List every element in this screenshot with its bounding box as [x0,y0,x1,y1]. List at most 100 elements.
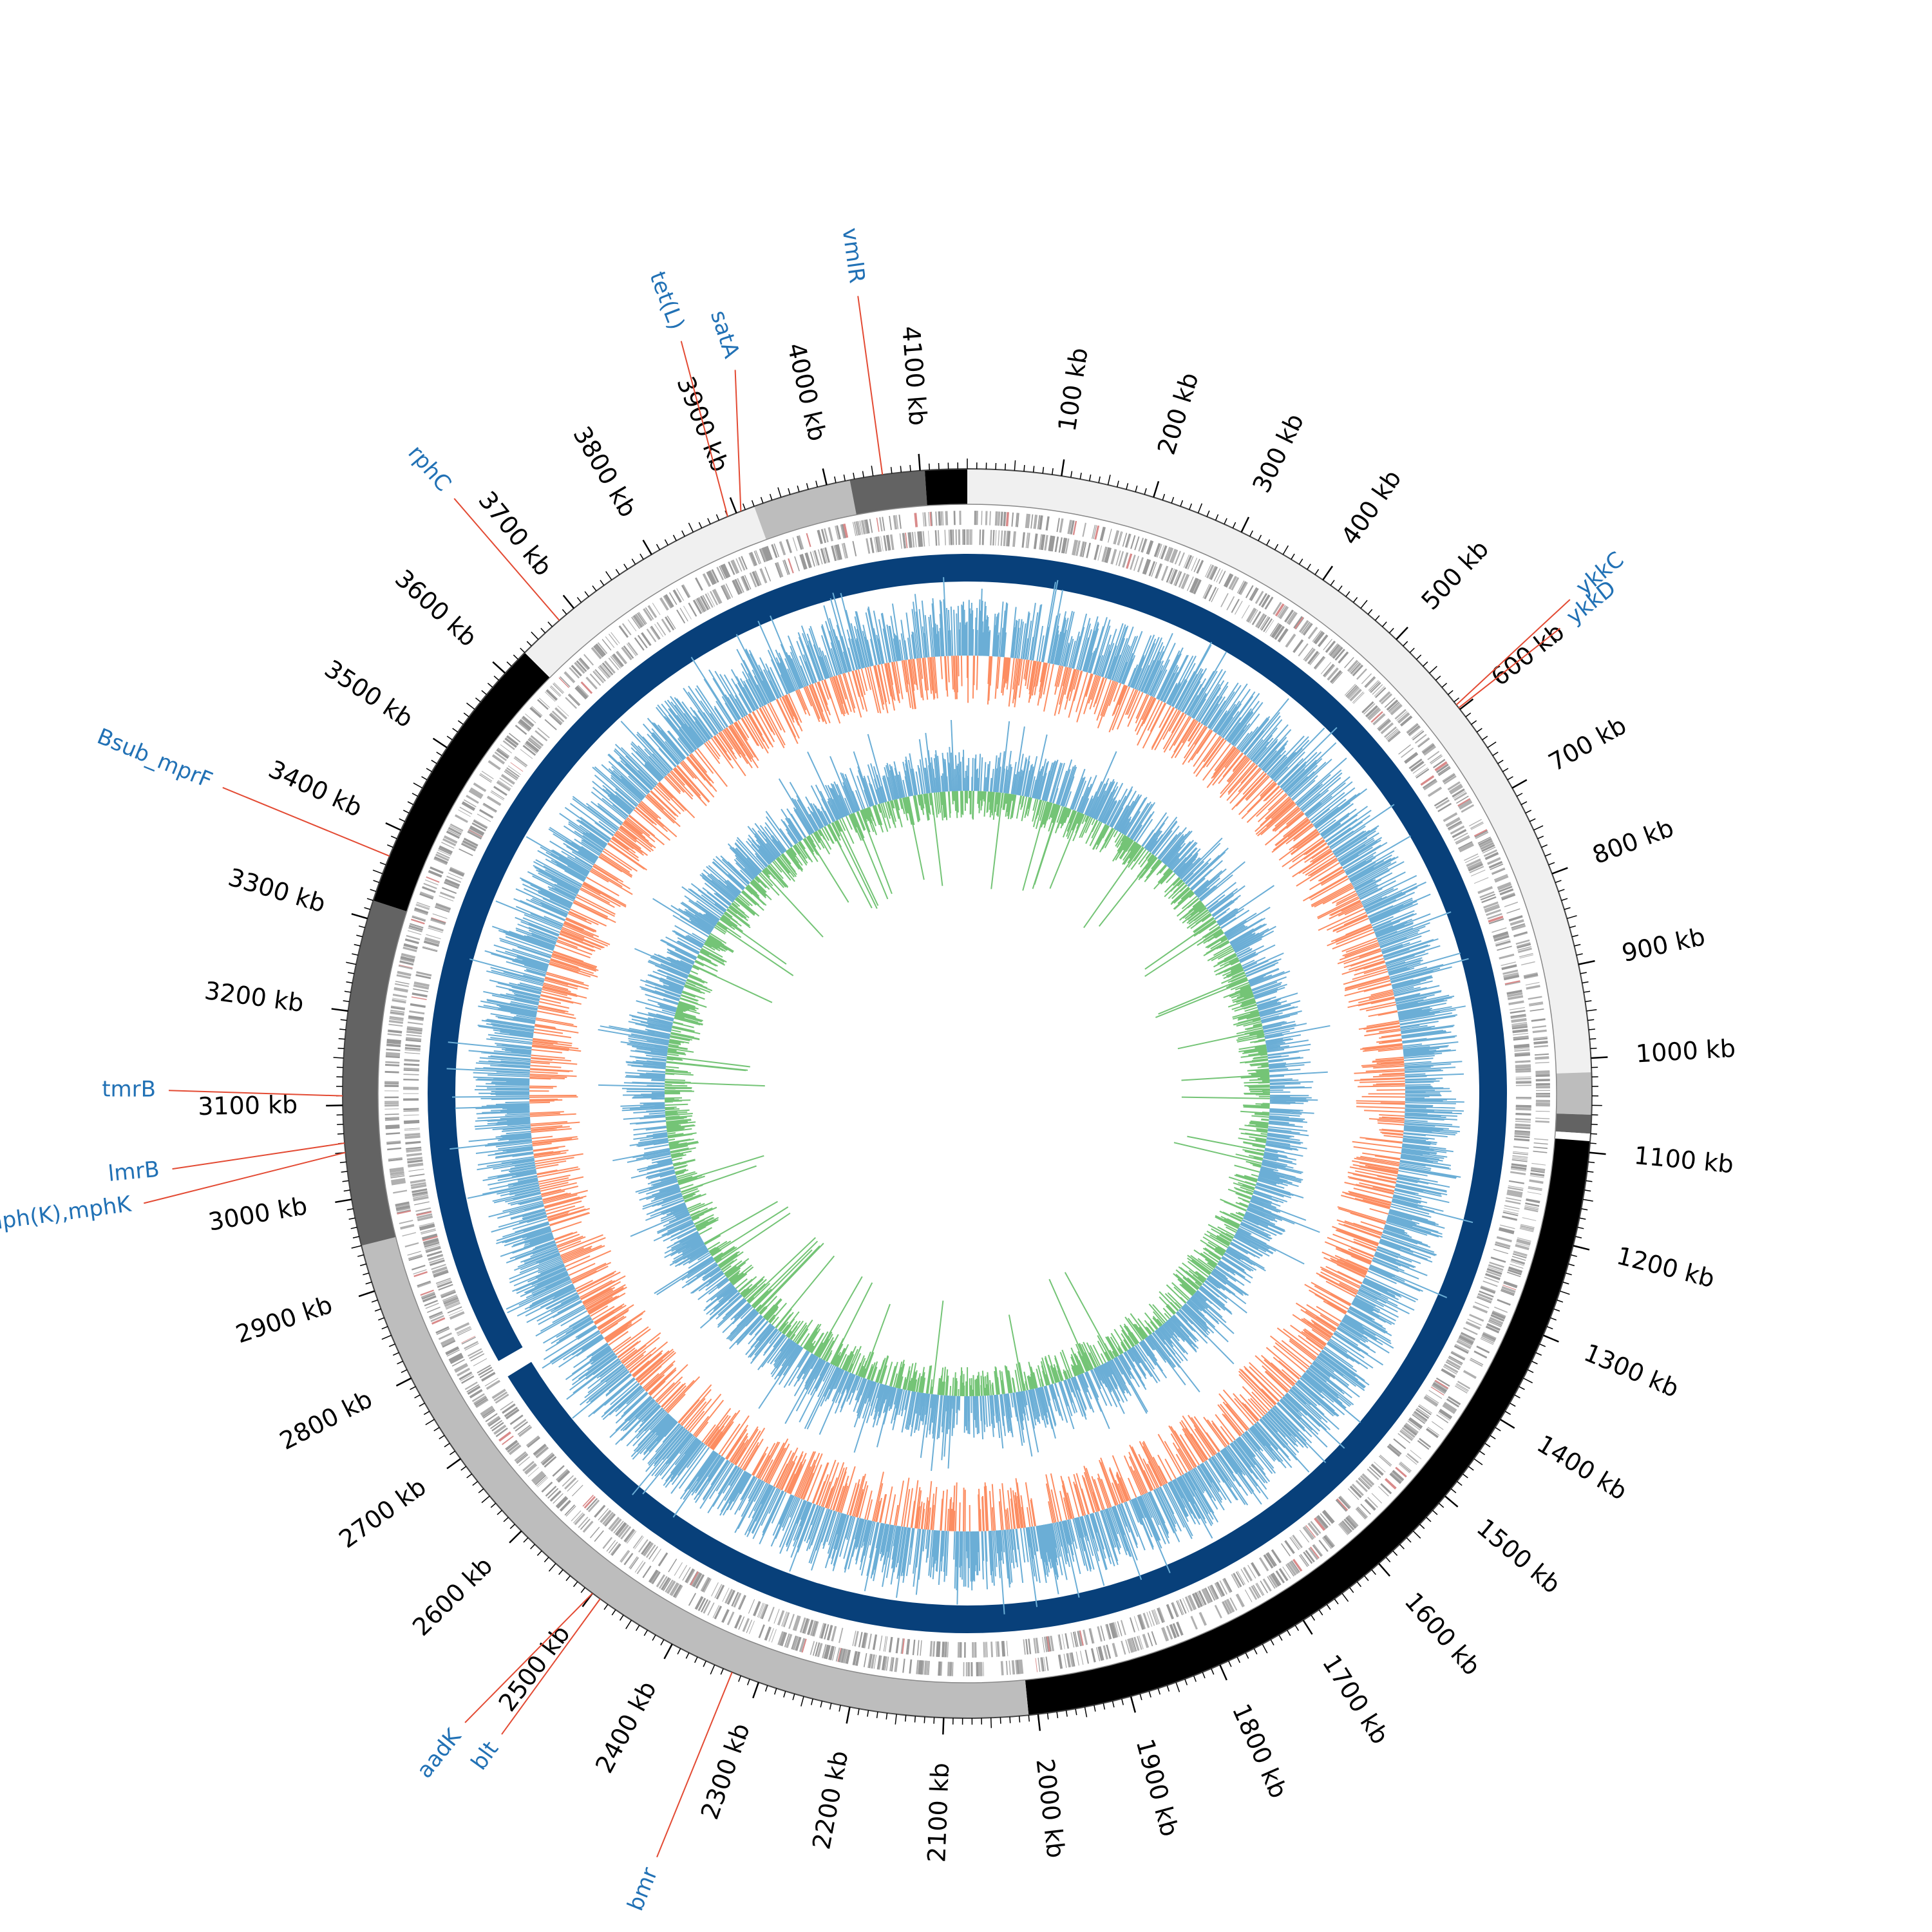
cds-feature [430,1312,444,1320]
cds-feature [416,903,430,909]
cds-feature [480,773,493,782]
cds-feature [1426,1428,1439,1439]
cds-feature [880,536,884,552]
cds-feature [408,1254,422,1260]
cds-feature [1448,822,1463,831]
gene-label-blt: blt [466,1737,504,1775]
cds-feature [1070,520,1075,535]
cds-feature [773,543,780,558]
cds-feature [541,1481,553,1493]
cds-feature [676,609,686,624]
minor-tick [1423,661,1428,667]
cds-feature [1384,697,1396,708]
minor-tick [1381,621,1387,627]
cds-feature [591,647,602,659]
cds-feature [413,1195,428,1199]
cds-feature [1312,1544,1322,1557]
cds-feature [1515,1077,1531,1080]
cds-feature [1475,831,1489,839]
minor-tick [444,1443,450,1448]
minor-tick [909,464,911,472]
cds-feature [773,1609,780,1624]
cds-feature [759,568,768,583]
cds-feature [500,774,515,785]
cds-feature [990,529,992,545]
major-tick [492,661,506,674]
cds-feature [1147,1632,1153,1647]
cds-feature [1160,545,1168,560]
cds-feature [1187,576,1194,591]
cds-feature [859,520,863,535]
cds-feature [920,1640,922,1656]
cds-feature [408,1164,424,1168]
cds-feature [1470,821,1484,829]
cds-feature [960,1642,962,1658]
cds-feature [446,1347,460,1356]
minor-tick [343,1189,350,1192]
cds-feature [1484,904,1499,911]
major-tick [1573,1245,1590,1251]
cds-feature [1465,1321,1481,1330]
minor-tick [1258,535,1262,541]
cds-feature [1110,549,1117,565]
cds-feature [1368,1466,1381,1478]
cds-feature [610,1518,621,1531]
cds-feature [863,1653,867,1667]
cds-feature [1318,635,1329,647]
cds-feature [406,1148,422,1151]
cds-feature [1524,1206,1539,1211]
cds-feature [815,550,820,565]
cds-feature [395,981,410,985]
cds-feature [1419,1404,1432,1414]
cds-feature [445,1346,459,1354]
cds-feature [1287,1563,1296,1576]
cds-feature [410,1182,426,1187]
cds-feature [487,1416,500,1426]
cds-feature [601,664,612,677]
cds-feature [724,1589,732,1604]
cds-feature [1502,1211,1519,1217]
cds-feature [738,1616,745,1630]
minor-tick [738,1675,742,1682]
cds-feature [1151,1610,1158,1625]
cds-feature [1229,1597,1238,1611]
cds-feature [732,559,740,574]
tick-label-1600: 1600 kb [1399,1587,1486,1681]
cds-feature [1106,547,1112,564]
minor-tick [703,1660,706,1667]
cds-feature [744,574,752,590]
minor-tick [1546,1326,1553,1330]
minor-tick [623,564,628,570]
minor-tick [1162,493,1166,500]
cds-feature [417,1213,433,1219]
cds-feature [1493,934,1509,940]
minor-tick [363,1273,370,1276]
cds-feature [1397,1433,1410,1444]
cds-feature [1512,1253,1527,1259]
minor-tick [1171,497,1175,504]
cds-feature [559,1499,571,1512]
cds-feature [1089,1628,1094,1644]
minor-tick [1557,1299,1564,1303]
cds-feature [401,952,416,958]
minor-tick [1307,564,1311,570]
major-tick [335,1198,352,1204]
cds-feature [1446,1398,1459,1408]
minor-tick [1371,1569,1376,1575]
cds-feature [513,1419,527,1430]
cds-feature [1146,1611,1153,1627]
cds-feature [1152,1609,1159,1625]
cds-feature [537,727,550,739]
cds-feature [410,1003,426,1009]
minor-tick [346,1208,354,1211]
cds-feature [1389,1473,1402,1484]
cds-feature [413,984,430,990]
cds-feature [502,773,515,784]
minor-tick [359,1263,366,1267]
minor-tick [1531,1360,1538,1365]
cds-feature [469,1350,484,1359]
cds-feature [419,1223,435,1228]
cds-feature [1143,559,1151,575]
cds-feature [642,1566,652,1578]
minor-tick [1454,697,1460,703]
